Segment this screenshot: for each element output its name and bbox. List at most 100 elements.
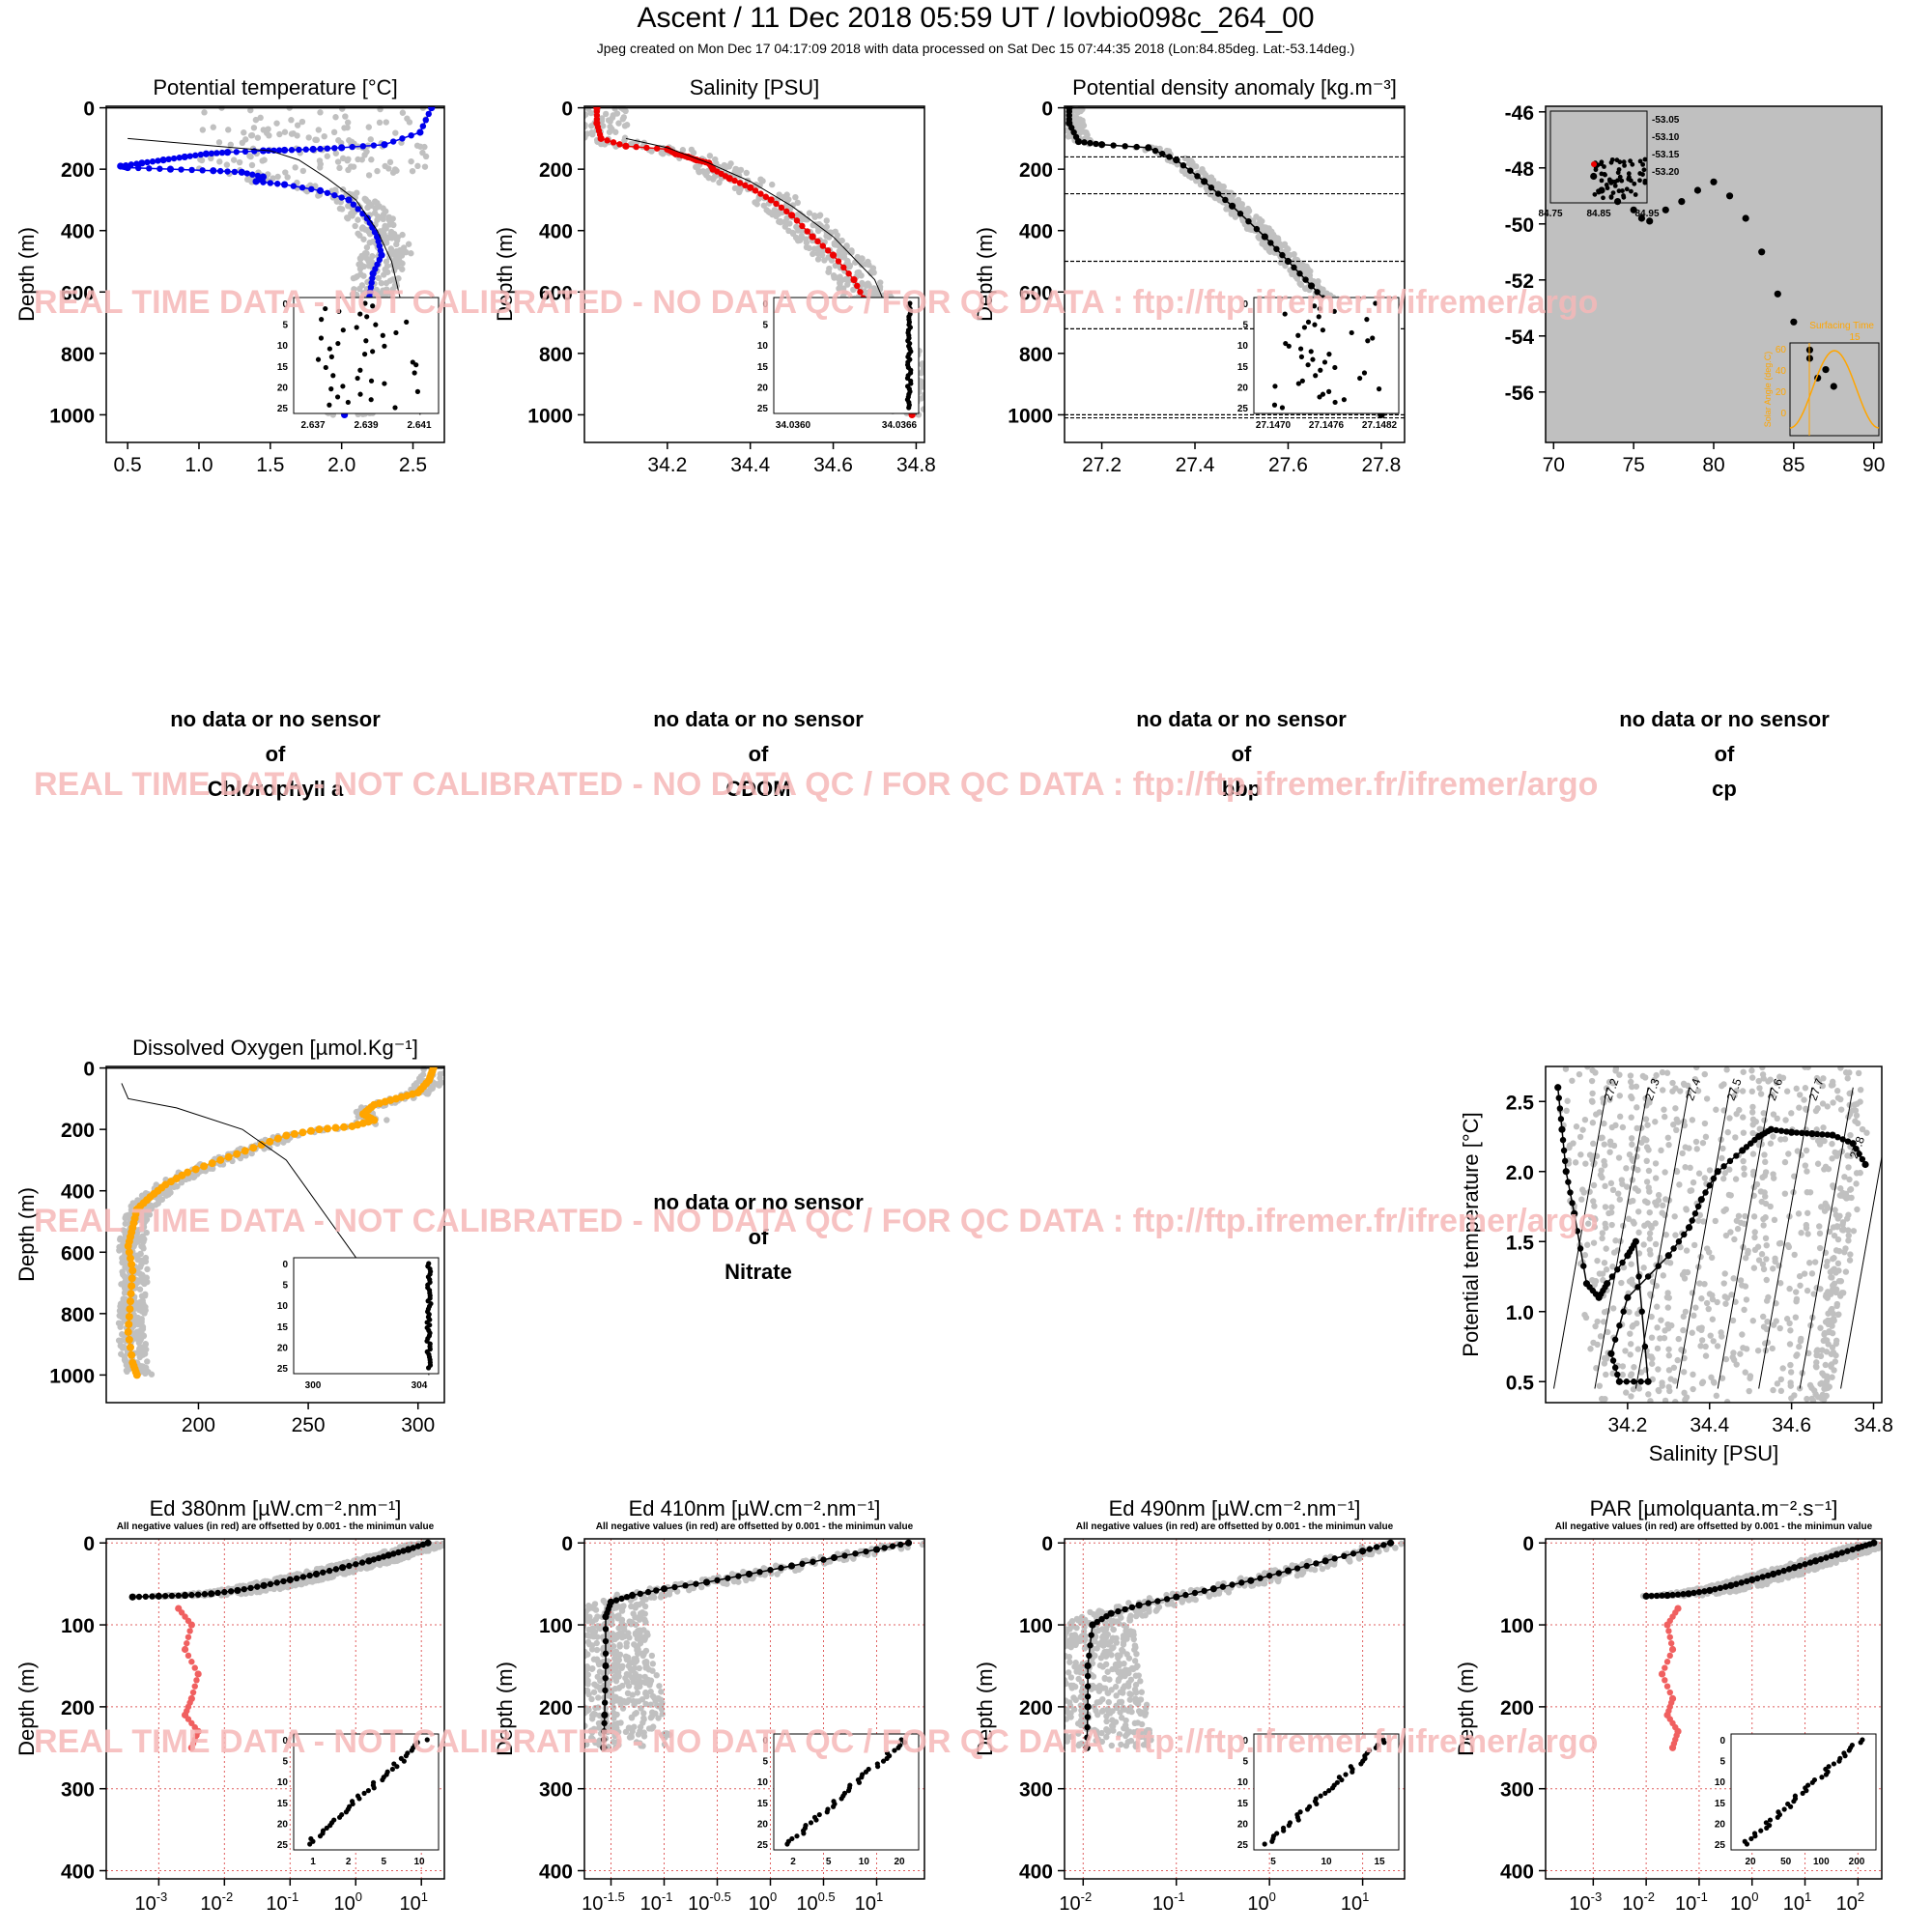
history-point xyxy=(1695,1217,1702,1224)
profile-point xyxy=(338,194,345,201)
y-tick-label: 400 xyxy=(61,221,95,243)
history-point xyxy=(1677,1088,1684,1094)
history-point xyxy=(1690,1179,1697,1186)
profile-point xyxy=(1619,1259,1626,1266)
history-point xyxy=(1719,1154,1725,1162)
history-point xyxy=(1791,1251,1798,1259)
inset-point xyxy=(1370,335,1376,341)
history-point xyxy=(1304,266,1312,272)
inset-point xyxy=(1632,181,1637,186)
history-point xyxy=(758,177,765,185)
history-point xyxy=(1721,1270,1728,1277)
history-point xyxy=(1749,1151,1757,1157)
history-point xyxy=(743,169,750,177)
history-point xyxy=(679,147,687,154)
inset-point xyxy=(1599,178,1605,184)
history-point xyxy=(816,213,823,219)
history-point xyxy=(345,203,352,210)
history-point xyxy=(1623,1389,1630,1396)
history-point xyxy=(1658,1147,1664,1154)
profile-point xyxy=(788,212,796,219)
profile-point xyxy=(857,289,864,296)
no-data-line2: of xyxy=(749,742,769,766)
history-point xyxy=(382,222,388,230)
history-point xyxy=(1803,1105,1809,1113)
profile-point xyxy=(1560,1147,1568,1154)
panel-title: Salinity [PSU] xyxy=(690,75,820,99)
inset-point xyxy=(1619,178,1625,184)
profile-point xyxy=(1644,1378,1652,1385)
profile-point xyxy=(622,142,630,150)
history-point xyxy=(225,127,232,133)
history-point xyxy=(136,1337,144,1345)
history-point xyxy=(1831,1232,1838,1239)
history-point xyxy=(1261,241,1267,248)
history-point xyxy=(1821,1380,1828,1388)
history-point xyxy=(358,282,366,289)
inset-point xyxy=(1310,356,1316,362)
history-point xyxy=(1655,1191,1662,1199)
history-point xyxy=(1783,1316,1791,1322)
history-point xyxy=(1788,1110,1795,1117)
isopycnal-label: 27.9 xyxy=(1888,1076,1908,1102)
profile-point xyxy=(653,145,661,152)
history-point xyxy=(1814,1160,1822,1167)
profile-point xyxy=(132,1371,141,1379)
history-point xyxy=(344,214,351,221)
inset-point xyxy=(1312,322,1318,327)
history-point xyxy=(324,153,331,159)
profile-point xyxy=(1793,1129,1801,1136)
inset-point xyxy=(1620,188,1625,193)
history-point xyxy=(826,234,833,241)
history-point xyxy=(1845,1164,1852,1171)
inset-point xyxy=(364,314,370,320)
inset-point xyxy=(327,402,332,408)
history-point xyxy=(783,220,790,227)
history-point xyxy=(142,1341,149,1349)
history-point xyxy=(116,1243,123,1251)
history-point xyxy=(135,1349,143,1355)
history-point xyxy=(574,118,580,124)
history-point xyxy=(1616,1113,1624,1121)
inset-point xyxy=(1637,171,1643,176)
x-tick-label: 2.0 xyxy=(327,454,355,476)
history-point xyxy=(136,1286,144,1293)
history-point xyxy=(810,250,816,258)
history-point xyxy=(1797,1092,1804,1098)
history-point xyxy=(389,215,396,222)
history-point xyxy=(1702,1133,1710,1141)
history-point xyxy=(1825,1321,1832,1328)
inset-point xyxy=(1313,373,1319,379)
isopycnal-line xyxy=(1552,1087,1608,1389)
no-data-chlorophyll: no data or no sensor of Chlorophyll a xyxy=(170,707,381,801)
profile-point xyxy=(840,264,847,271)
history-point xyxy=(1710,1378,1718,1385)
profile-point xyxy=(308,185,315,193)
profile-point xyxy=(290,1129,298,1138)
inset-point xyxy=(1317,394,1322,400)
profile-point xyxy=(1569,1200,1576,1207)
history-point xyxy=(794,199,801,206)
inset-point xyxy=(1286,343,1292,349)
history-point xyxy=(843,243,850,250)
history-point xyxy=(368,156,375,163)
history-point xyxy=(1730,1356,1738,1364)
profile-point xyxy=(324,189,331,196)
history-point xyxy=(1713,1392,1720,1400)
history-point xyxy=(122,1220,128,1227)
history-point xyxy=(1662,1113,1668,1121)
profile-point xyxy=(845,270,852,277)
history-point xyxy=(1253,213,1260,220)
history-point xyxy=(777,218,784,226)
inset-point xyxy=(1283,340,1289,347)
isopycnal-label: 27.5 xyxy=(1724,1076,1745,1102)
x-tick-label: 300 xyxy=(401,1414,435,1436)
trajectory-point xyxy=(1758,248,1766,256)
history-point xyxy=(1774,1115,1780,1122)
history-point xyxy=(1719,1333,1725,1340)
history-point xyxy=(766,209,774,216)
history-point xyxy=(1619,1180,1626,1187)
history-point xyxy=(1646,1099,1653,1106)
y-tick-label: 0 xyxy=(83,1059,95,1081)
